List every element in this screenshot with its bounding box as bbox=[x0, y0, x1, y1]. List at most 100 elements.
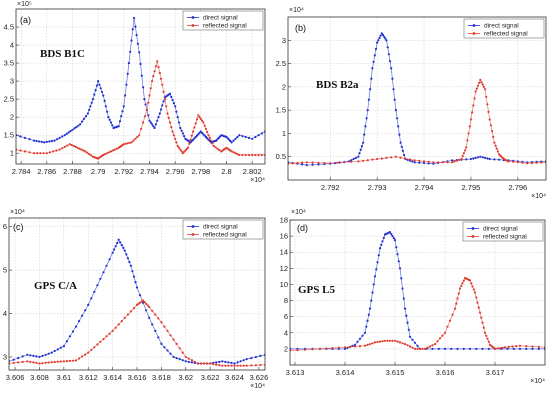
data-point bbox=[202, 121, 205, 124]
data-point bbox=[495, 147, 498, 150]
data-point bbox=[232, 139, 235, 142]
data-point bbox=[154, 65, 157, 68]
data-point bbox=[526, 162, 529, 165]
data-point bbox=[87, 351, 90, 354]
data-point bbox=[193, 126, 196, 129]
data-point bbox=[23, 136, 27, 139]
data-point bbox=[104, 153, 107, 156]
data-point bbox=[39, 152, 42, 155]
data-point bbox=[427, 162, 430, 165]
data-point bbox=[358, 337, 362, 340]
data-point bbox=[88, 153, 91, 156]
data-point bbox=[204, 127, 208, 130]
data-point bbox=[68, 335, 72, 338]
data-point bbox=[175, 357, 178, 360]
data-point bbox=[422, 161, 426, 165]
data-point bbox=[381, 340, 384, 343]
data-point bbox=[488, 118, 491, 121]
legend-marker bbox=[191, 225, 195, 228]
data-point bbox=[84, 150, 87, 153]
data-point bbox=[29, 354, 32, 357]
data-point bbox=[148, 119, 151, 122]
data-point bbox=[209, 362, 212, 365]
data-point bbox=[453, 160, 456, 163]
data-point bbox=[32, 139, 36, 142]
y-tick-label: 3.5 bbox=[4, 59, 14, 68]
data-point bbox=[111, 329, 114, 332]
x-tick-label: 2.794 bbox=[415, 183, 434, 192]
data-point bbox=[408, 158, 412, 161]
data-point bbox=[114, 245, 117, 248]
data-point bbox=[479, 78, 482, 81]
data-point bbox=[74, 145, 77, 148]
data-point bbox=[472, 104, 475, 107]
data-point bbox=[378, 340, 382, 343]
system-label: GPS C/A bbox=[34, 280, 77, 292]
data-point bbox=[71, 359, 75, 362]
data-point bbox=[78, 320, 81, 323]
data-point bbox=[469, 157, 472, 161]
y-tick-label: 3 bbox=[10, 77, 14, 86]
data-point bbox=[391, 235, 394, 238]
data-point bbox=[441, 334, 444, 337]
data-point bbox=[163, 325, 166, 328]
data-point bbox=[363, 133, 366, 136]
data-point bbox=[172, 134, 175, 137]
x-tick-label: 2.792 bbox=[114, 167, 133, 176]
data-point bbox=[450, 347, 453, 350]
data-point bbox=[485, 334, 488, 337]
panel-label: (b) bbox=[295, 23, 306, 33]
data-point bbox=[177, 121, 181, 124]
data-point bbox=[254, 355, 257, 359]
data-point bbox=[163, 98, 166, 101]
data-point bbox=[451, 313, 454, 316]
data-point bbox=[358, 152, 361, 155]
data-point bbox=[203, 134, 206, 137]
data-point bbox=[126, 257, 129, 260]
data-point bbox=[483, 331, 487, 334]
data-point bbox=[382, 236, 385, 239]
data-point bbox=[106, 110, 109, 113]
data-point bbox=[84, 115, 88, 118]
legend-marker bbox=[472, 24, 476, 27]
data-point bbox=[233, 362, 236, 365]
data-point bbox=[468, 125, 471, 128]
data-point bbox=[436, 340, 439, 343]
data-point bbox=[381, 240, 384, 243]
data-point bbox=[118, 120, 122, 123]
data-point bbox=[487, 340, 490, 343]
data-point bbox=[168, 92, 172, 95]
data-point bbox=[162, 90, 165, 93]
data-point bbox=[413, 161, 416, 164]
data-point bbox=[184, 149, 187, 152]
y-tick-label: 2 bbox=[10, 113, 14, 122]
chart-panel-d: 3.613 3.614 3.615 3.616 3.61724681012141618×… bbox=[280, 209, 546, 385]
data-point bbox=[456, 297, 459, 300]
data-point bbox=[67, 131, 70, 134]
x-tick-label: 2.784 bbox=[12, 167, 31, 176]
data-point bbox=[406, 321, 409, 324]
data-point bbox=[145, 309, 148, 312]
data-point bbox=[174, 137, 177, 140]
data-point bbox=[236, 135, 239, 139]
data-point bbox=[70, 144, 73, 147]
data-point bbox=[147, 114, 150, 117]
data-point bbox=[45, 152, 48, 155]
data-point bbox=[311, 348, 314, 351]
data-point bbox=[186, 146, 190, 149]
data-point bbox=[160, 321, 163, 324]
data-point bbox=[390, 233, 393, 236]
data-point bbox=[376, 157, 379, 161]
data-point bbox=[116, 241, 119, 245]
data-point bbox=[241, 153, 244, 157]
data-point bbox=[390, 67, 393, 70]
data-point bbox=[378, 36, 381, 40]
data-point bbox=[475, 87, 478, 90]
data-point bbox=[97, 80, 100, 83]
data-point bbox=[122, 246, 125, 249]
data-point bbox=[195, 118, 199, 121]
x-tick-label: 2.8 bbox=[221, 167, 231, 176]
data-point bbox=[66, 144, 69, 147]
data-point bbox=[257, 153, 260, 157]
data-point bbox=[23, 150, 27, 153]
